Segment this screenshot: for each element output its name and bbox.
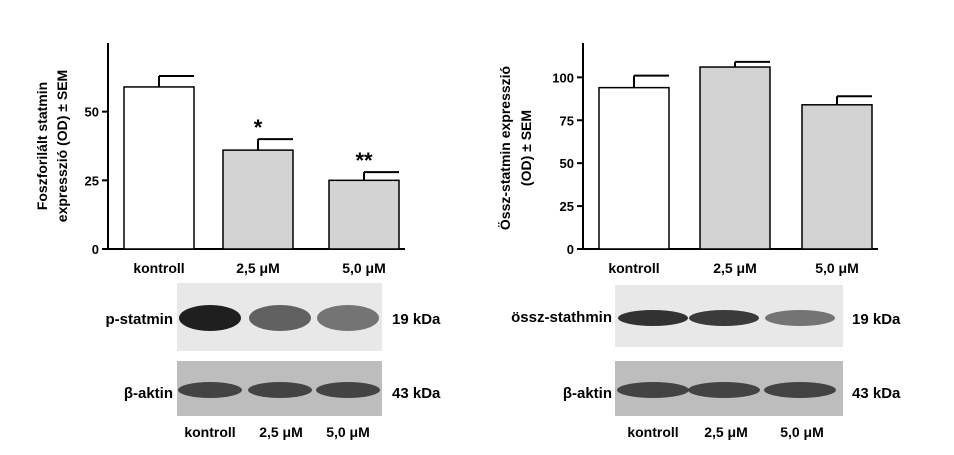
- left-significance-marker: *: [254, 115, 263, 140]
- right-ylabel-line1: Össz-statmin expresszió: [497, 66, 513, 230]
- left-x-tick-label: 2,5 μM: [236, 260, 280, 276]
- left-ylabel-line1: Foszforilált statmin: [34, 82, 50, 210]
- right-blot1-band: [689, 310, 759, 326]
- right-ylabel-line2: (OD) ± SEM: [518, 110, 534, 186]
- right-blot2-band: [617, 382, 689, 398]
- right-y-tick-label: 50: [560, 156, 574, 171]
- right-lane-label: kontroll: [627, 424, 678, 440]
- right-blot1-size: 19 kDa: [852, 311, 901, 328]
- left-western-blot: p-statmin 19 kDa β-aktin 43 kDa kontroll…: [106, 283, 441, 440]
- right-blot1-band: [618, 310, 688, 326]
- right-bars: [598, 60, 873, 250]
- left-lane-label: kontroll: [184, 424, 235, 440]
- left-blot2-band: [248, 382, 312, 398]
- left-bar-chart: Foszforilált statmin expresszió (OD) ± S…: [34, 43, 405, 276]
- right-bar-chart: Össz-statmin expresszió (OD) ± SEM 0 25 50…: [497, 43, 878, 276]
- left-lane-label: 2,5 μM: [259, 424, 303, 440]
- right-bar: [699, 66, 771, 250]
- left-blot1-label: p-statmin: [106, 311, 174, 328]
- right-x-tick-label: 5,0 μM: [815, 260, 859, 276]
- right-y-tick-label: 25: [560, 199, 574, 214]
- right-blot1-label: össz-stathmin: [511, 309, 612, 326]
- left-blot2-band: [178, 382, 242, 398]
- left-y-tick-label: 50: [85, 105, 99, 120]
- right-y-tick-label: 75: [560, 113, 574, 128]
- right-x-tick-label: kontroll: [608, 260, 659, 276]
- left-bar: [222, 149, 294, 250]
- left-blot2-membrane: [177, 361, 382, 416]
- left-blot-lane-labels: kontroll 2,5 μM 5,0 μM: [184, 424, 369, 440]
- left-x-tick-label: 5,0 μM: [342, 260, 386, 276]
- right-bar: [801, 104, 873, 250]
- left-blot1-band: [249, 305, 311, 331]
- left-blot2-size: 43 kDa: [392, 385, 441, 402]
- right-blot2-size: 43 kDa: [852, 385, 901, 402]
- right-blot2-band: [764, 382, 836, 398]
- right-lane-label: 2,5 μM: [704, 424, 748, 440]
- left-blot1-band: [179, 305, 241, 331]
- right-lane-label: 5,0 μM: [780, 424, 824, 440]
- right-y-tick-label: 100: [552, 70, 574, 85]
- left-x-labels: kontroll 2,5 μM 5,0 μM: [133, 260, 385, 276]
- left-y-tick-label: 25: [85, 173, 99, 188]
- right-blot2-label: β-aktin: [563, 385, 612, 402]
- right-blot1-band: [765, 310, 835, 326]
- right-bar: [598, 86, 670, 250]
- left-blot1-band: [317, 305, 379, 331]
- right-blot1-membrane: [615, 285, 843, 347]
- right-x-labels: kontroll 2,5 μM 5,0 μM: [608, 260, 858, 276]
- right-y-tick-label: 0: [567, 242, 574, 257]
- left-blot2-label: β-aktin: [124, 385, 173, 402]
- left-blot1-size: 19 kDa: [392, 311, 441, 328]
- left-significance-marker: **: [355, 148, 373, 173]
- left-lane-label: 5,0 μM: [326, 424, 370, 440]
- left-blot2-band: [316, 382, 380, 398]
- left-y-tick-label: 0: [92, 242, 99, 257]
- left-blot1-membrane: [177, 283, 382, 351]
- right-x-tick-label: 2,5 μM: [713, 260, 757, 276]
- left-ylabel-line2: expresszió (OD) ± SEM: [54, 70, 70, 222]
- left-x-tick-label: kontroll: [133, 260, 184, 276]
- right-blot2-band: [688, 382, 760, 398]
- left-bar: [123, 86, 195, 250]
- left-bar: [328, 179, 400, 250]
- left-bars: ***: [123, 74, 400, 250]
- right-blot-lane-labels: kontroll 2,5 μM 5,0 μM: [627, 424, 823, 440]
- right-western-blot: össz-stathmin 19 kDa β-aktin 43 kDa kont…: [511, 285, 901, 440]
- right-blot2-membrane: [615, 361, 843, 416]
